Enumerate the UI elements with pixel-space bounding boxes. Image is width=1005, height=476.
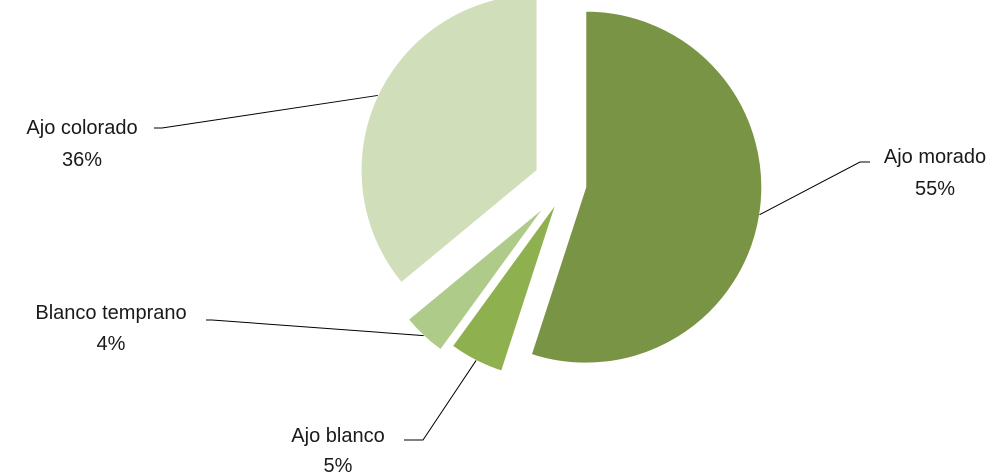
slice-ajo-morado xyxy=(530,10,763,364)
leader-line-ajo-blanco xyxy=(404,360,477,441)
leader-line-blanco-temprano xyxy=(206,319,424,337)
leader-lines xyxy=(154,94,870,441)
pie-slices xyxy=(360,0,763,372)
label-pct-blanco-temprano: 4% xyxy=(97,333,126,355)
label-pct-ajo-morado: 55% xyxy=(915,178,955,200)
label-name-ajo-morado: Ajo morado xyxy=(884,146,986,168)
slice-blanco-temprano xyxy=(407,206,545,351)
label-name-ajo-colorado: Ajo colorado xyxy=(26,117,137,139)
slice-ajo-colorado xyxy=(360,0,538,284)
slice-labels: Ajo morado 55% Ajo blanco 5% Blanco temp… xyxy=(26,117,986,476)
label-name-ajo-blanco: Ajo blanco xyxy=(291,425,384,447)
label-pct-ajo-blanco: 5% xyxy=(324,455,353,476)
leader-line-ajo-colorado xyxy=(154,94,378,129)
leader-line-ajo-morado xyxy=(759,161,870,216)
label-pct-ajo-colorado: 36% xyxy=(62,149,102,171)
label-name-blanco-temprano: Blanco temprano xyxy=(35,302,186,324)
